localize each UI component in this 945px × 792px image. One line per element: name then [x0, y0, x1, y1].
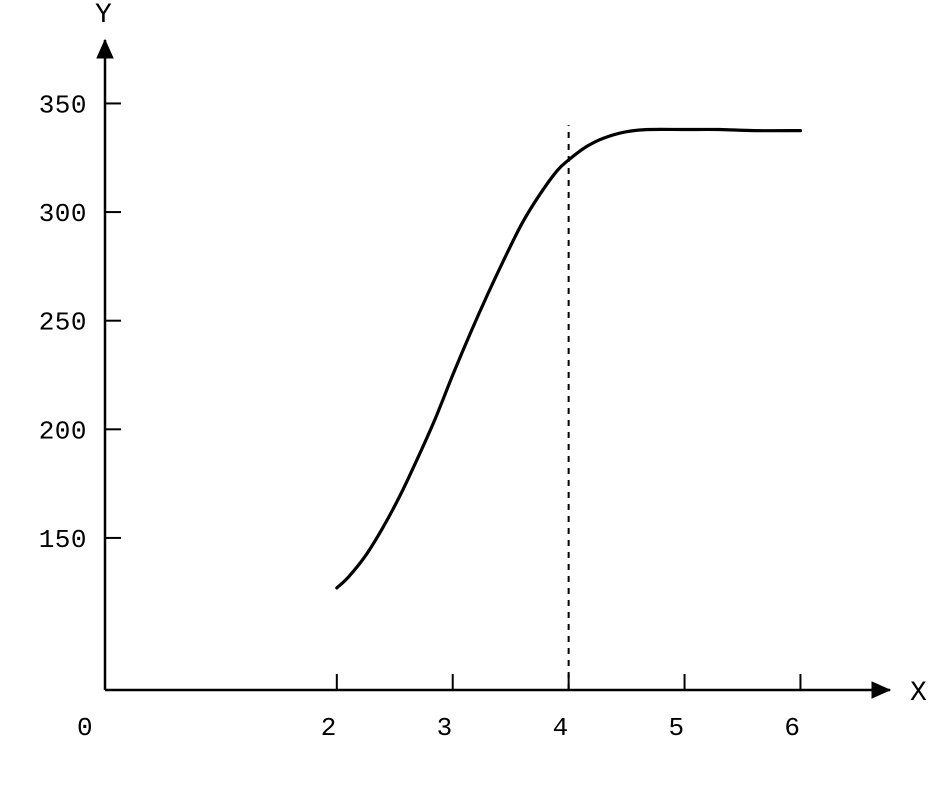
y-tick-label: 350 — [39, 90, 87, 120]
x-tick-label: 6 — [784, 713, 800, 743]
x-tick-label: 5 — [668, 713, 684, 743]
y-tick-label: 200 — [39, 416, 87, 446]
y-tick-label: 300 — [39, 199, 87, 229]
x-tick-label: 2 — [321, 713, 337, 743]
origin-label: 0 — [77, 713, 93, 743]
chart-container: 2 3 4 5 6 0 150 200 250 300 350 X Y — [0, 0, 945, 792]
y-tick-label: 150 — [39, 525, 87, 555]
chart-svg: 2 3 4 5 6 0 150 200 250 300 350 X Y — [0, 0, 945, 792]
y-axis-label: Y — [95, 0, 112, 31]
y-tick-label: 250 — [39, 308, 87, 338]
x-tick-label: 3 — [437, 713, 453, 743]
x-tick-label: 4 — [553, 713, 569, 743]
x-axis-label: X — [910, 678, 927, 709]
